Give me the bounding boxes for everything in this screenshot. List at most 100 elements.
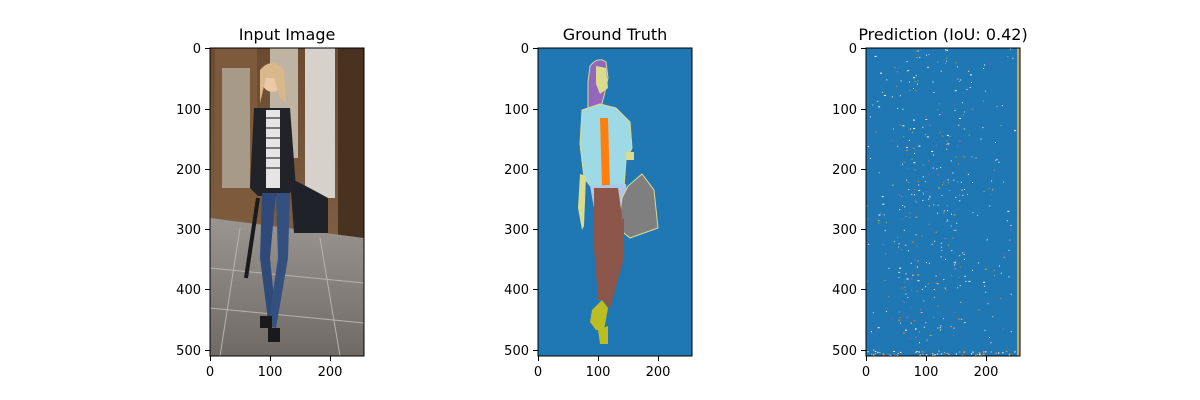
speckle-pixel bbox=[914, 152, 916, 154]
speckle-pixel bbox=[914, 194, 915, 196]
speckle-pixel bbox=[934, 354, 936, 356]
speckle-pixel bbox=[958, 118, 961, 119]
x-tick-label: 200 bbox=[974, 365, 999, 380]
speckle-pixel bbox=[870, 353, 873, 355]
speckle-pixel bbox=[1009, 48, 1011, 50]
speckle-pixel bbox=[898, 271, 901, 273]
speckle-pixel bbox=[994, 275, 996, 277]
speckle-pixel bbox=[867, 351, 869, 353]
speckle-pixel bbox=[968, 134, 970, 136]
speckle-pixel bbox=[913, 88, 914, 89]
speckle-pixel bbox=[961, 318, 963, 320]
speckle-pixel bbox=[928, 205, 930, 207]
speckle-pixel bbox=[942, 135, 944, 137]
speckle-pixel bbox=[946, 205, 948, 207]
speckle-pixel bbox=[972, 269, 973, 271]
speckle-pixel bbox=[867, 146, 869, 148]
speckle-pixel bbox=[931, 354, 934, 356]
speckle-pixel bbox=[946, 148, 948, 150]
speckle-pixel bbox=[947, 219, 949, 221]
speckle-pixel bbox=[919, 342, 920, 344]
speckle-pixel bbox=[916, 267, 918, 269]
speckle-pixel bbox=[916, 201, 919, 203]
speckle-pixel bbox=[915, 328, 917, 330]
speckle-pixel bbox=[958, 140, 961, 142]
speckle-pixel bbox=[926, 115, 928, 117]
speckle-pixel bbox=[896, 252, 898, 254]
speckle-pixel bbox=[929, 195, 931, 197]
speckle-pixel bbox=[915, 216, 918, 218]
speckle-pixel bbox=[985, 291, 987, 293]
x-tick-label: 0 bbox=[534, 365, 542, 380]
speckle-pixel bbox=[884, 230, 886, 232]
speckle-pixel bbox=[1002, 328, 1004, 330]
speckle-pixel bbox=[904, 206, 906, 208]
speckle-pixel bbox=[1003, 181, 1005, 183]
speckle-pixel bbox=[871, 331, 872, 333]
speckle-pixel bbox=[1000, 272, 1002, 274]
speckle-pixel bbox=[917, 180, 919, 182]
speckle-pixel bbox=[917, 280, 920, 282]
speckle-pixel bbox=[872, 312, 874, 314]
speckle-pixel bbox=[932, 171, 934, 173]
speckle-pixel bbox=[947, 143, 950, 145]
speckle-pixel bbox=[915, 90, 917, 92]
speckle-pixel bbox=[953, 230, 955, 231]
panel-title: Input Image bbox=[239, 25, 336, 44]
speckle-pixel bbox=[1001, 105, 1003, 107]
speckle-pixel bbox=[965, 280, 967, 282]
speckle-pixel bbox=[984, 329, 986, 331]
speckle-pixel bbox=[906, 179, 908, 181]
y-tick-label: 200 bbox=[504, 163, 529, 178]
speckle-pixel bbox=[911, 306, 913, 308]
speckle-pixel bbox=[987, 303, 989, 305]
y-tick-label: 100 bbox=[176, 103, 201, 118]
speckle-pixel bbox=[914, 189, 916, 190]
speckle-pixel bbox=[1005, 351, 1008, 353]
speckle-pixel bbox=[995, 352, 997, 354]
speckle-pixel bbox=[913, 274, 915, 276]
speckle-pixel bbox=[908, 182, 910, 183]
speckle-pixel bbox=[924, 181, 926, 183]
speckle-pixel bbox=[881, 196, 884, 198]
speckle-pixel bbox=[963, 92, 965, 94]
speckle-pixel bbox=[913, 259, 916, 261]
speckle-pixel bbox=[1003, 256, 1005, 258]
y-tick-label: 0 bbox=[521, 42, 529, 57]
speckle-pixel bbox=[931, 150, 934, 152]
speckle-pixel bbox=[933, 316, 935, 318]
speckle-pixel bbox=[945, 62, 946, 64]
speckle-pixel bbox=[918, 145, 921, 147]
speckle-pixel bbox=[928, 223, 930, 225]
speckle-pixel bbox=[891, 318, 893, 320]
speckle-pixel bbox=[915, 336, 917, 338]
speckle-pixel bbox=[906, 70, 908, 72]
speckle-pixel bbox=[877, 327, 880, 329]
speckle-pixel bbox=[915, 84, 917, 86]
speckle-pixel bbox=[941, 195, 943, 196]
speckle-pixel bbox=[881, 91, 883, 93]
speckle-pixel bbox=[958, 124, 960, 126]
speckle-pixel bbox=[935, 275, 937, 277]
y-tick-label: 400 bbox=[504, 283, 529, 298]
speckle-pixel bbox=[937, 204, 939, 206]
speckle-pixel bbox=[915, 328, 917, 329]
speckle-pixel bbox=[964, 301, 966, 303]
speckle-pixel bbox=[917, 266, 919, 268]
speckle-pixel bbox=[953, 214, 956, 216]
speckle-pixel bbox=[953, 262, 956, 264]
speckle-pixel bbox=[906, 316, 909, 318]
speckle-pixel bbox=[878, 214, 881, 216]
speckle-pixel bbox=[949, 189, 951, 191]
speckle-pixel bbox=[940, 329, 942, 331]
speckle-pixel bbox=[898, 311, 900, 313]
speckle-pixel bbox=[981, 354, 983, 356]
speckle-pixel bbox=[899, 209, 901, 211]
speckle-pixel bbox=[917, 50, 919, 52]
speckle-pixel bbox=[984, 285, 986, 287]
speckle-pixel bbox=[978, 309, 980, 311]
speckle-pixel bbox=[912, 147, 915, 149]
speckle-pixel bbox=[946, 140, 948, 142]
speckle-pixel bbox=[1007, 56, 1009, 58]
speckle-pixel bbox=[936, 168, 938, 170]
